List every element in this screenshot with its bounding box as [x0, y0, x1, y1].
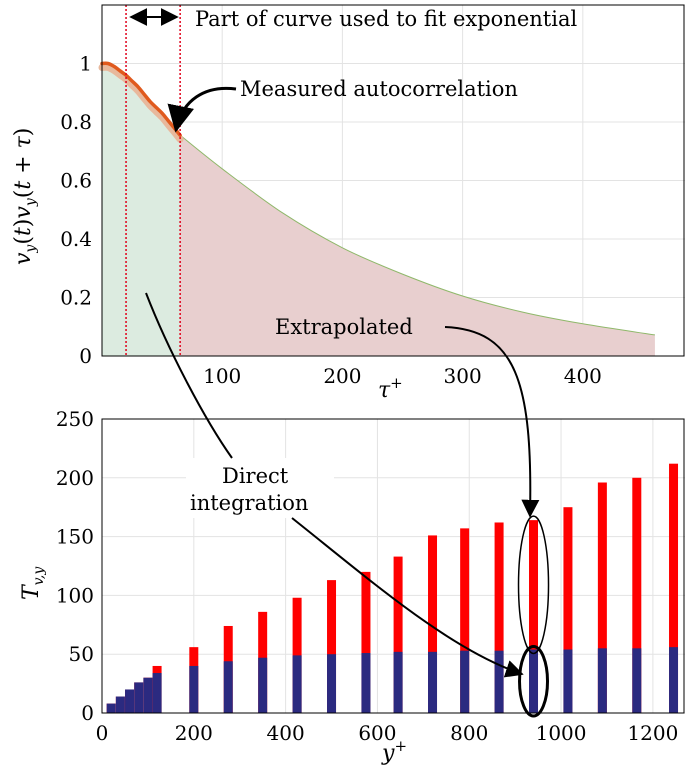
- svg-text:Tv,y: Tv,y: [19, 566, 47, 600]
- bottom-y-tick-label: 50: [69, 642, 94, 666]
- total-bar: [529, 520, 539, 713]
- top-y-tick-label: 0.8: [60, 110, 92, 134]
- bottom-x-tick-label: 200: [175, 721, 213, 745]
- bottom-y-tick-label: 0: [81, 701, 94, 725]
- direct-bar: [143, 677, 153, 713]
- direct-bar: [223, 661, 233, 713]
- direct-bar: [597, 648, 607, 713]
- top-x-tick-label: 100: [203, 364, 241, 388]
- direct-bar: [125, 689, 135, 713]
- extrapolated-curve: [179, 134, 655, 336]
- top-y-tick-label: 1: [79, 52, 92, 76]
- measured-annotation: Measured autocorrelation: [240, 77, 518, 101]
- top-x-tick-label: 400: [564, 364, 602, 388]
- bottom-x-tick-label: 400: [267, 721, 305, 745]
- direct-bar: [563, 649, 573, 713]
- top-x-tick-label: 300: [444, 364, 482, 388]
- extrapolated-annotation: Extrapolated: [275, 315, 413, 339]
- direct-bar: [428, 651, 438, 713]
- extrapolated-arrow: [444, 326, 540, 518]
- bottom-x-tick-label: 1200: [627, 721, 678, 745]
- total-bar: [494, 522, 504, 713]
- direct-bar: [361, 653, 371, 713]
- top-x-axis-label: τ+: [378, 374, 403, 403]
- extrapolated-area: [180, 135, 655, 356]
- direct-integration-label-bg: [186, 458, 334, 518]
- bottom-y-tick-label: 100: [56, 583, 94, 607]
- direct-arrow-lower: [291, 517, 524, 678]
- bottom-y-tick-label: 200: [56, 466, 94, 490]
- measured-annotation-arrow: [167, 86, 237, 133]
- total-bar: [669, 463, 679, 713]
- direct-bar: [189, 665, 199, 713]
- top-y-tick-label: 0: [79, 344, 92, 368]
- total-bar: [460, 528, 470, 713]
- direct-bar: [115, 696, 125, 713]
- top-tick-labels: 100 200 300 400 0 0.2 0.4 0.6 0.8 1: [60, 52, 602, 389]
- top-y-tick-label: 0.6: [60, 169, 92, 193]
- direct-arrow-upper: [145, 292, 233, 459]
- bottom-x-tick-label: 1000: [536, 721, 587, 745]
- direct-bar: [529, 649, 539, 713]
- total-bar: [632, 477, 642, 713]
- total-bar: [327, 580, 337, 713]
- bottom-x-tick-label: 0: [96, 721, 109, 745]
- direct-bar: [258, 657, 268, 713]
- direct-highlight-ellipse: [518, 644, 550, 718]
- top-y-tick-label: 0.4: [60, 227, 92, 251]
- bottom-axes-frame: [101, 418, 685, 714]
- bottom-x-tick-label: 600: [358, 721, 396, 745]
- direct-integration-area: [102, 63, 181, 357]
- direct-bar: [632, 648, 642, 713]
- top-axes-frame: [101, 4, 685, 357]
- total-bar: [563, 507, 573, 713]
- fit-range-annotation: Part of curve used to fit exponential: [195, 7, 577, 31]
- total-bar: [393, 556, 403, 713]
- direct-bar: [669, 647, 679, 713]
- direct-bar: [152, 673, 162, 713]
- autocorrelation-chart: 100 200 300 400 0 0.2 0.4 0.6 0.8 1 τ+ vy(t)vy(t …: [11, 4, 685, 403]
- top-y-axis-label: vy(t)vy(t + τ): [11, 128, 39, 265]
- direct-bar: [292, 655, 302, 713]
- direct-bar: [393, 651, 403, 713]
- direct-bar: [494, 650, 504, 713]
- direct-bar: [134, 682, 144, 713]
- top-y-tick-label: 0.2: [60, 286, 92, 310]
- bottom-y-tick-label: 150: [56, 525, 94, 549]
- direct-bars: [106, 647, 679, 713]
- direct-bar: [106, 703, 116, 713]
- top-x-tick-label: 200: [323, 364, 361, 388]
- direct-bar: [327, 654, 337, 713]
- bottom-y-tick-label: 250: [56, 407, 94, 431]
- bottom-x-tick-label: 800: [450, 721, 488, 745]
- bottom-x-axis-label: y+: [381, 737, 407, 766]
- direct-bar: [460, 650, 470, 713]
- total-bar: [361, 571, 371, 713]
- bottom-y-axis-label: Tv,y: [19, 566, 47, 600]
- bottom-tick-labels: 0 200 400 600 800 1000 1200 0 50 100 150 200 250: [56, 407, 679, 745]
- total-bar: [428, 535, 438, 713]
- total-bar: [597, 482, 607, 713]
- svg-text:vy(t)vy(t + τ): vy(t)vy(t + τ): [11, 128, 39, 265]
- direct-integration-annotation-line2: integration: [190, 491, 308, 515]
- direct-integration-annotation-line1: Direct: [222, 464, 289, 488]
